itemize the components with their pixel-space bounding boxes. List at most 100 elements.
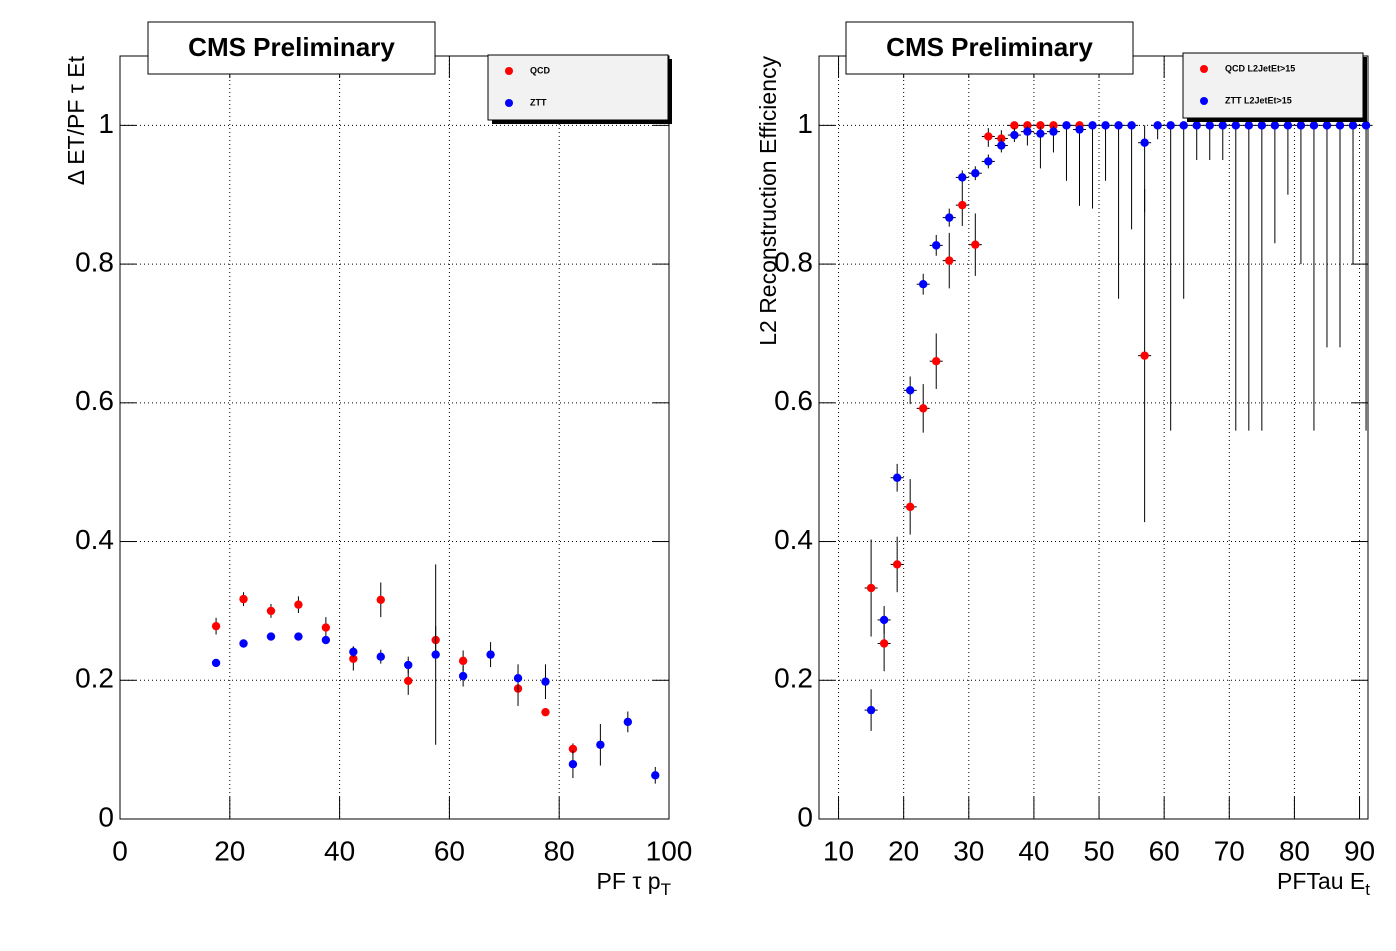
point — [513, 673, 523, 683]
point — [997, 141, 1006, 150]
point — [984, 132, 993, 141]
y-tick-label: 1 — [98, 108, 114, 139]
point — [918, 280, 928, 289]
x-tick-label: 40 — [324, 835, 355, 866]
point — [1283, 121, 1293, 130]
legend — [1182, 52, 1364, 119]
point — [294, 632, 303, 641]
point — [1140, 138, 1149, 147]
x-tick-label: 10 — [823, 835, 854, 866]
x-tick-label: 40 — [1018, 835, 1049, 866]
point — [1127, 121, 1136, 130]
point — [1101, 121, 1110, 130]
point — [1036, 121, 1045, 130]
point — [376, 595, 385, 605]
point — [458, 671, 468, 681]
point — [945, 256, 954, 265]
point — [892, 560, 902, 569]
point — [1335, 121, 1345, 130]
x-tick-label: 90 — [1344, 835, 1375, 866]
point — [431, 650, 440, 659]
y-tick-label: 0.2 — [774, 663, 813, 694]
point — [1010, 130, 1019, 140]
title-box — [845, 21, 1134, 75]
point — [971, 240, 980, 249]
point — [918, 404, 928, 413]
y-tick-label: 0 — [98, 801, 114, 832]
point — [1036, 129, 1045, 138]
x-axis-title-sub: t — [1365, 880, 1370, 899]
point — [1348, 121, 1358, 130]
legend-label: QCD — [530, 65, 551, 75]
point — [623, 717, 633, 727]
point — [1270, 121, 1280, 130]
x-tick-label: 60 — [434, 835, 465, 866]
point — [404, 676, 413, 686]
x-tick-label: 60 — [1149, 835, 1180, 866]
point — [1166, 121, 1175, 130]
point — [1192, 121, 1201, 130]
point — [892, 473, 902, 482]
point — [1049, 121, 1058, 130]
x-tick-label: 20 — [888, 835, 919, 866]
point — [1153, 121, 1162, 130]
point — [932, 241, 941, 250]
legend-marker — [505, 67, 513, 75]
point — [321, 623, 331, 632]
point — [349, 647, 358, 657]
y-tick-label: 0.4 — [75, 524, 114, 555]
point — [211, 658, 221, 668]
y-tick-label: 0.6 — [75, 385, 114, 416]
point — [486, 650, 495, 659]
x-axis-title: PF τ pT — [597, 868, 671, 899]
legend-marker — [1200, 97, 1208, 105]
point — [568, 744, 578, 754]
y-tick-label: 0.4 — [774, 524, 813, 555]
point — [1296, 121, 1306, 130]
point — [1205, 121, 1214, 130]
point — [1023, 127, 1032, 136]
point — [971, 169, 980, 178]
point — [1062, 121, 1071, 130]
x-axis-title: PFTau Et — [1277, 868, 1370, 899]
y-tick-label: 0 — [797, 801, 813, 832]
legend-label: QCD L2JetEt>15 — [1225, 63, 1295, 73]
chart-title: CMS Preliminary — [188, 32, 395, 62]
y-tick-label: 0.6 — [774, 385, 813, 416]
point — [1322, 121, 1332, 130]
point — [958, 173, 967, 182]
point — [239, 594, 248, 604]
y-axis-title: Δ ET/PF τ Et — [63, 55, 89, 185]
point — [651, 771, 660, 780]
point — [1114, 121, 1123, 130]
chart-title: CMS Preliminary — [886, 32, 1093, 62]
point — [1049, 127, 1058, 136]
x-tick-label: 80 — [1279, 835, 1310, 866]
point — [1244, 121, 1254, 130]
point — [866, 705, 876, 715]
legend-label: ZTT — [530, 97, 547, 107]
x-axis-title-sub: T — [661, 880, 671, 899]
point — [458, 656, 468, 666]
point — [404, 660, 413, 670]
x-tick-label: 70 — [1214, 835, 1245, 866]
x-tick-label: 30 — [953, 835, 984, 866]
point — [376, 652, 385, 661]
point — [541, 707, 550, 717]
point — [1023, 121, 1032, 130]
point — [211, 621, 221, 631]
point — [1309, 121, 1319, 130]
y-axis-title: L2 Reconstruction Efficiency — [755, 56, 781, 346]
x-axis-title-main: PFTau E — [1277, 868, 1365, 894]
y-tick-label: 0.8 — [774, 246, 813, 277]
y-tick-label: 1 — [797, 108, 813, 139]
legend-marker — [505, 99, 513, 107]
point — [1361, 121, 1371, 130]
point — [1010, 121, 1019, 130]
point — [905, 386, 915, 395]
x-axis-title-main: PF τ p — [597, 868, 661, 894]
point — [958, 200, 967, 210]
x-tick-label: 100 — [646, 835, 693, 866]
